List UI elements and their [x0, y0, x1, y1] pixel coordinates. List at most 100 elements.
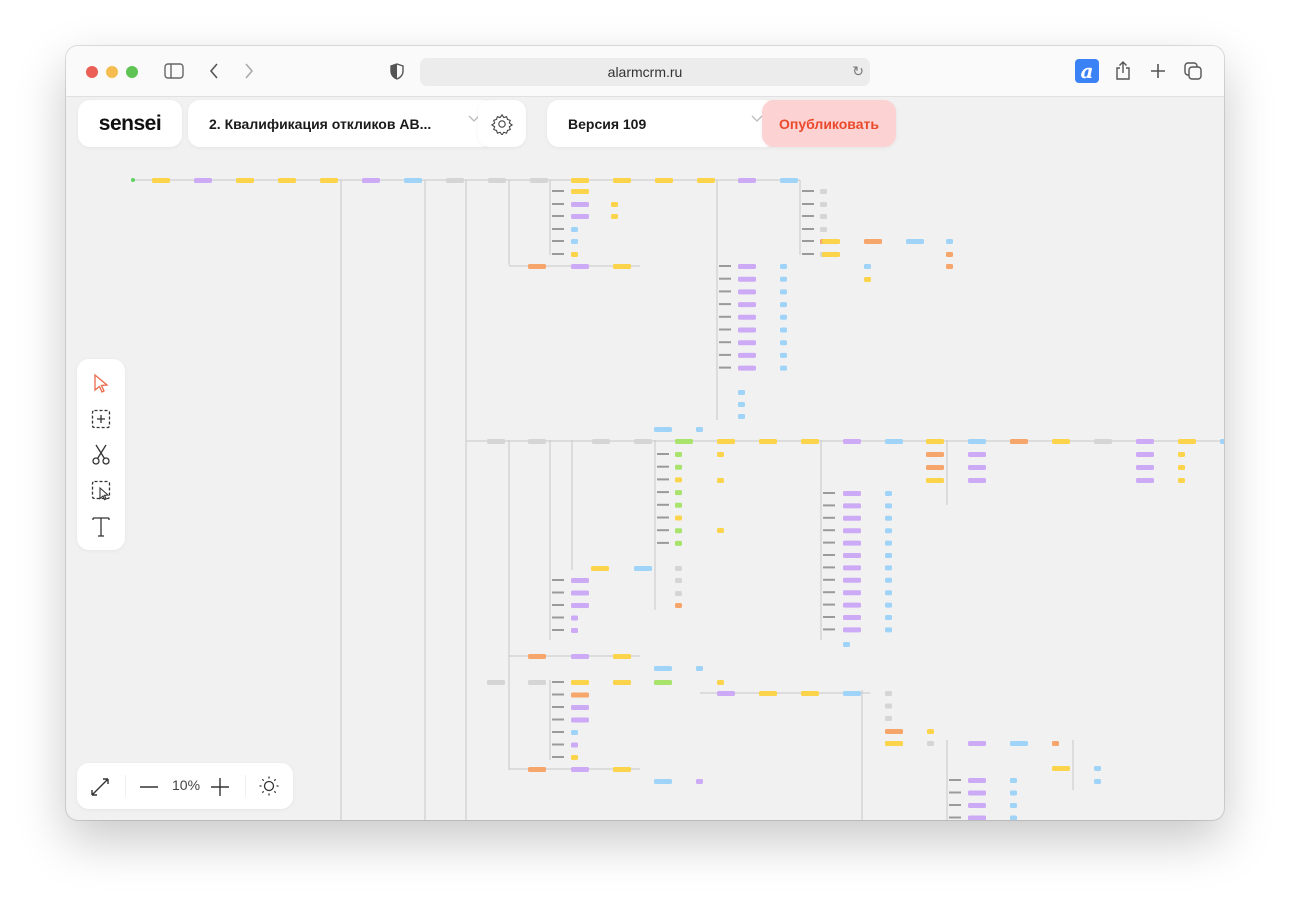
flow-node[interactable]	[759, 691, 777, 696]
flow-node[interactable]	[487, 439, 505, 444]
flow-node[interactable]	[885, 729, 903, 734]
flow-node[interactable]	[717, 691, 735, 696]
flow-node[interactable]	[1136, 439, 1154, 444]
flow-node[interactable]	[885, 602, 892, 608]
flow-node[interactable]	[926, 478, 944, 483]
flow-node[interactable]	[885, 691, 892, 696]
flow-node[interactable]	[738, 390, 745, 395]
flow-node[interactable]	[571, 178, 589, 183]
flow-node[interactable]	[843, 602, 861, 608]
flow-node[interactable]	[613, 680, 631, 685]
flow-node[interactable]	[822, 239, 840, 244]
flow-node[interactable]	[843, 642, 850, 647]
flow-node[interactable]	[885, 615, 892, 620]
flow-node[interactable]	[613, 767, 631, 772]
flow-node[interactable]	[571, 264, 589, 269]
flow-node[interactable]	[571, 252, 578, 257]
flow-node[interactable]	[927, 741, 934, 746]
share-icon[interactable]	[1113, 60, 1133, 82]
flow-node[interactable]	[675, 464, 682, 470]
flow-node[interactable]	[906, 239, 924, 244]
flow-node[interactable]	[446, 178, 464, 183]
flow-node[interactable]	[822, 252, 840, 257]
flow-node[interactable]	[843, 577, 861, 583]
flow-node[interactable]	[843, 528, 861, 534]
flow-node[interactable]	[780, 276, 787, 282]
flow-node[interactable]	[571, 742, 578, 748]
flow-node[interactable]	[571, 654, 589, 659]
flow-node[interactable]	[843, 590, 861, 596]
flow-node[interactable]	[820, 227, 827, 232]
flow-node[interactable]	[780, 264, 787, 269]
flow-node[interactable]	[152, 178, 170, 183]
flow-node[interactable]	[675, 603, 682, 608]
flow-node[interactable]	[571, 717, 589, 723]
flow-node[interactable]	[528, 439, 546, 444]
flow-node[interactable]	[571, 189, 589, 194]
flow-node[interactable]	[885, 577, 892, 583]
forward-icon[interactable]	[241, 62, 257, 80]
flow-node[interactable]	[885, 565, 892, 571]
flow-node[interactable]	[571, 628, 578, 633]
flow-node[interactable]	[404, 178, 422, 183]
flow-node[interactable]	[946, 252, 953, 257]
flow-node[interactable]	[885, 503, 892, 509]
flow-node[interactable]	[236, 178, 254, 183]
flow-node[interactable]	[926, 452, 944, 457]
flow-node[interactable]	[738, 414, 745, 419]
flow-node[interactable]	[738, 276, 756, 282]
flow-node[interactable]	[801, 691, 819, 696]
flow-node[interactable]	[864, 264, 871, 269]
flow-node[interactable]	[968, 478, 986, 483]
flow-node[interactable]	[843, 491, 861, 496]
flow-node[interactable]	[885, 716, 892, 721]
flow-node[interactable]	[885, 491, 892, 496]
flow-node[interactable]	[1094, 779, 1101, 784]
flow-node[interactable]	[654, 779, 672, 784]
flow-node[interactable]	[926, 439, 944, 444]
extension-icon[interactable]: a	[1075, 59, 1099, 83]
flow-node[interactable]	[654, 680, 672, 685]
flow-node[interactable]	[780, 340, 787, 346]
flow-node[interactable]	[194, 178, 212, 183]
flow-node[interactable]	[530, 178, 548, 183]
flow-node[interactable]	[843, 627, 861, 633]
flow-node[interactable]	[738, 327, 756, 333]
flow-node[interactable]	[571, 680, 589, 685]
flow-node[interactable]	[1178, 439, 1196, 444]
flow-node[interactable]	[675, 566, 682, 571]
flow-node[interactable]	[780, 289, 787, 295]
version-select[interactable]: Версия 109	[547, 100, 777, 147]
select-area-tool[interactable]	[77, 473, 125, 509]
sidebar-toggle-icon[interactable]	[164, 62, 184, 80]
new-tab-icon[interactable]	[1148, 61, 1168, 81]
flow-node[interactable]	[885, 741, 903, 746]
flow-node[interactable]	[571, 767, 589, 772]
flow-node[interactable]	[968, 815, 986, 821]
flow-node[interactable]	[675, 528, 682, 534]
flow-node[interactable]	[717, 478, 724, 483]
flow-node[interactable]	[843, 691, 861, 696]
maximize-window-button[interactable]	[126, 66, 138, 78]
flow-node[interactable]	[487, 680, 505, 685]
flow-node[interactable]	[571, 590, 589, 596]
flow-node[interactable]	[571, 202, 589, 207]
flow-node[interactable]	[634, 566, 652, 571]
flow-node[interactable]	[738, 314, 756, 320]
flow-node[interactable]	[946, 239, 953, 244]
theme-toggle-button[interactable]	[258, 775, 280, 797]
zoom-out-button[interactable]	[138, 776, 160, 798]
flow-node[interactable]	[675, 439, 693, 444]
flow-node[interactable]	[843, 439, 861, 444]
flow-node[interactable]	[738, 352, 756, 358]
flow-node[interactable]	[278, 178, 296, 183]
flow-node[interactable]	[528, 264, 546, 269]
settings-button[interactable]	[478, 100, 526, 147]
flow-node[interactable]	[759, 439, 777, 444]
flow-node[interactable]	[591, 566, 609, 571]
flow-node[interactable]	[738, 178, 756, 183]
flow-node[interactable]	[738, 402, 745, 407]
flow-node[interactable]	[864, 239, 882, 244]
flow-node[interactable]	[780, 178, 798, 183]
flow-node[interactable]	[1052, 766, 1070, 771]
